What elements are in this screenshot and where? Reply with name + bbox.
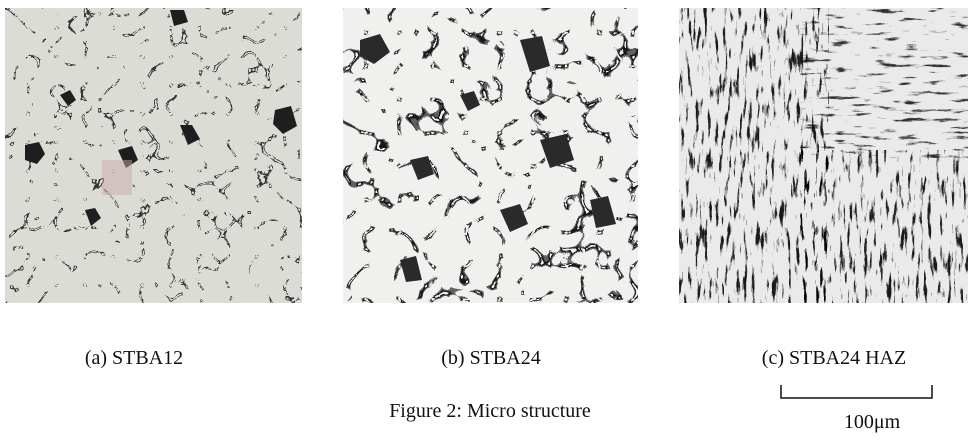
figure-caption: Figure 2: Micro structure: [389, 400, 591, 422]
figure: (a) STBA12 (b) STBA24 (c) STBA24 HAZ Fig…: [0, 0, 970, 437]
panel-label: (b) STBA24: [441, 347, 540, 369]
micrograph-a: [5, 8, 302, 303]
scale-bar: [781, 385, 932, 398]
scale-bar-label: 100μm: [844, 411, 901, 433]
micrograph-b: [343, 8, 638, 303]
panel-label: (a) STBA12: [85, 347, 183, 369]
panel-label: (c) STBA24 HAZ: [762, 347, 906, 369]
micrograph-c: [679, 8, 968, 303]
